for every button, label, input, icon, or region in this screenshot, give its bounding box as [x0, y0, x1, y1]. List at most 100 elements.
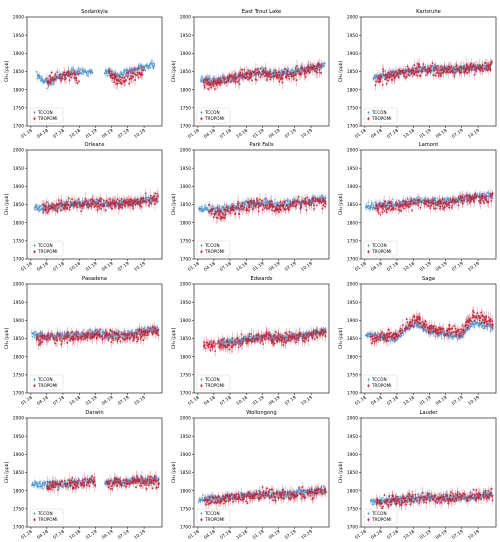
tropomi-point: [387, 79, 390, 82]
tropomi-point: [236, 202, 239, 205]
panel-title: Karlsruhe: [416, 9, 441, 15]
tropomi-point: [203, 86, 206, 89]
tropomi-point: [436, 65, 439, 68]
tropomi-point: [50, 71, 53, 74]
tropomi-point: [388, 76, 391, 79]
tropomi-point: [75, 79, 78, 82]
tccon-point: [147, 67, 149, 70]
tropomi-point: [268, 75, 271, 78]
tccon-point: [79, 68, 82, 71]
tropomi-point: [98, 206, 101, 209]
tccon-point: [78, 68, 80, 71]
y-tick-label: 1900: [13, 51, 24, 57]
tropomi-point: [452, 70, 455, 73]
tropomi-point: [320, 71, 323, 74]
tropomi-point: [434, 74, 437, 77]
panel-sodankyla: Sodankyla 1700 1750 1800 1850 1900 1950 2000 CH₄…: [4, 9, 163, 140]
tropomi-point: [482, 70, 484, 73]
x-tick-label: 07.18: [386, 128, 400, 140]
tropomi-point: [265, 72, 268, 75]
tropomi-point: [303, 72, 306, 75]
tropomi-point: [83, 203, 86, 206]
y-tick-label: 1750: [13, 105, 24, 111]
y-tick-label: 1700: [180, 124, 191, 130]
tropomi-point: [251, 79, 253, 82]
tropomi-point: [270, 76, 273, 79]
tropomi-point: [392, 73, 395, 75]
tropomi-point: [42, 204, 45, 207]
tropomi-point: [280, 78, 283, 80]
tropomi-point: [485, 67, 488, 70]
tropomi-point: [419, 74, 422, 77]
tropomi-point: [51, 76, 54, 79]
tropomi-point: [45, 201, 48, 204]
tccon-point: [438, 70, 440, 73]
tccon-point: [287, 199, 289, 201]
tropomi-point: [92, 199, 95, 202]
tropomi-point: [286, 73, 289, 76]
tccon-point: [237, 205, 240, 208]
tropomi-point: [136, 203, 139, 206]
tccon-point: [151, 64, 154, 67]
y-axis-label: CH₄ [ppb]: [171, 194, 177, 216]
tropomi-point: [262, 69, 265, 72]
tropomi-point: [473, 65, 476, 68]
tropomi-point: [218, 212, 221, 214]
tccon-point: [232, 80, 234, 82]
tccon-point: [212, 77, 214, 80]
y-tick-label: 1800: [13, 87, 24, 93]
tropomi-point: [121, 76, 124, 79]
tropomi-point: [295, 79, 298, 82]
tropomi-point: [273, 75, 276, 78]
tropomi-point: [157, 195, 160, 198]
tropomi-point: [106, 200, 109, 203]
tropomi-point: [470, 62, 473, 65]
tropomi-point: [228, 74, 231, 76]
tropomi-point: [283, 68, 286, 70]
x-tick-label: 04.18: [36, 128, 50, 140]
tropomi-point: [84, 197, 87, 200]
tccon-point: [145, 196, 148, 199]
x-tick-label: 04.18: [36, 261, 50, 273]
tropomi-point: [65, 204, 68, 207]
tropomi-point: [430, 65, 432, 67]
tropomi-point: [237, 207, 240, 210]
y-tick-label: 1850: [180, 69, 191, 75]
tropomi-point: [276, 74, 279, 77]
tropomi-point: [140, 205, 143, 208]
tropomi-point: [63, 71, 66, 74]
tropomi-point: [130, 75, 133, 78]
tropomi-point: [125, 79, 128, 82]
tropomi-point: [489, 69, 492, 72]
tccon-point: [86, 71, 88, 74]
tccon-point: [78, 70, 81, 73]
tropomi-point: [68, 79, 71, 82]
tropomi-point: [77, 198, 80, 201]
tropomi-point: [313, 65, 316, 68]
tropomi-point: [108, 70, 111, 73]
tropomi-point: [58, 202, 61, 205]
x-tick-label: 10.19: [467, 128, 481, 140]
tropomi-point: [473, 73, 476, 76]
tropomi-point: [470, 69, 473, 72]
tropomi-point: [449, 66, 452, 69]
tropomi-point: [318, 63, 321, 66]
tropomi-point: [315, 67, 318, 70]
tropomi-point: [468, 69, 471, 72]
tropomi-point: [388, 72, 391, 75]
tropomi-point: [281, 77, 284, 80]
tccon-point: [148, 65, 151, 68]
tropomi-point: [297, 70, 300, 73]
tropomi-point: [52, 203, 55, 206]
x-tick-label: 07.19: [117, 261, 131, 273]
tropomi-point: [47, 81, 50, 84]
tccon-point: [211, 205, 214, 207]
tropomi-point: [320, 63, 323, 66]
tropomi-point: [55, 76, 58, 78]
tccon-point: [46, 206, 49, 209]
x-tick-label: 01.19: [419, 128, 433, 140]
legend-tropomi-marker: [33, 250, 36, 253]
tropomi-point: [250, 72, 253, 75]
tccon-point: [153, 62, 155, 65]
